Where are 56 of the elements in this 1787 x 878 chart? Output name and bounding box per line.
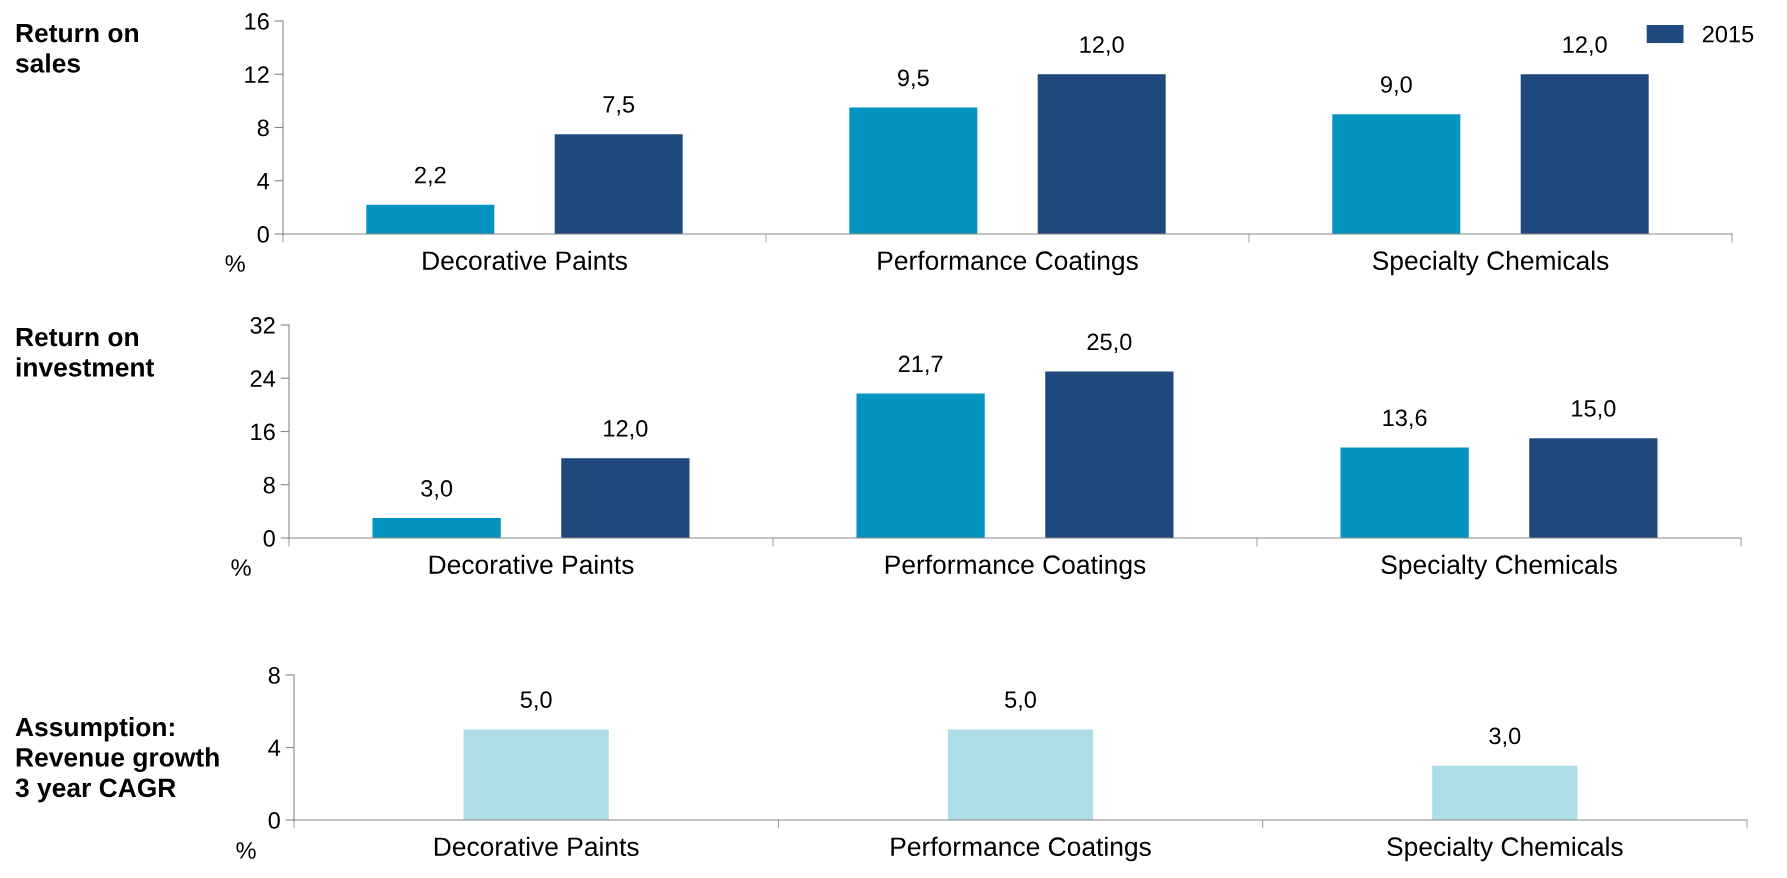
y-tick-label: 0 (268, 812, 280, 829)
x-tick-label: Specialty Chemicals (1372, 250, 1609, 276)
y-tick-label: 24 (250, 370, 276, 387)
y-tick-label: 4 (257, 173, 270, 190)
y-tick-label: 0 (263, 530, 275, 547)
data-label: 21,7 (898, 355, 943, 376)
data-label: 12,0 (604, 420, 648, 440)
x-tick-label: Decorative Paints (423, 250, 627, 271)
data-label: 5,0 (1005, 691, 1036, 711)
y-tick-label: 4 (268, 739, 281, 757)
text: Return on sales (15, 23, 138, 73)
x-tick-label: Decorative Paints (429, 554, 634, 575)
data-label: 12,0 (1563, 36, 1607, 56)
bar (561, 458, 690, 538)
data-label: 5,0 (520, 691, 552, 711)
bar (1520, 74, 1649, 234)
data-label: 2,2 (415, 166, 446, 187)
x-tick-label: Specialty Chemicals (1387, 836, 1623, 862)
y-tick-label: 16 (245, 13, 269, 30)
legend-label: 2015 (1702, 25, 1754, 43)
y-axis-title: % (231, 559, 251, 576)
bar (554, 134, 683, 234)
data-label: 15,0 (1572, 400, 1616, 420)
bar (1045, 371, 1174, 538)
y-tick-label: 8 (263, 476, 275, 494)
data-label: 13,6 (1383, 409, 1427, 429)
data-label: 9,5 (898, 69, 929, 89)
bar (1037, 74, 1166, 234)
y-axis-title: % (236, 842, 256, 859)
bar (856, 393, 985, 538)
x-tick-label: Performance Coatings (891, 836, 1151, 862)
y-tick-label: 8 (257, 119, 269, 137)
data-label: 3,0 (1489, 727, 1521, 748)
y-tick-label: 12 (245, 66, 269, 83)
bar (849, 107, 978, 234)
y-tick-label: 0 (257, 226, 269, 243)
bar (366, 204, 495, 234)
y-tick-label: 8 (268, 667, 280, 684)
y-tick-label: 16 (251, 423, 275, 441)
bar (1529, 438, 1658, 538)
data-label: 25,0 (1087, 333, 1132, 354)
data-label: 12,0 (1080, 36, 1124, 56)
data-label: 9,0 (1381, 76, 1412, 96)
x-tick-label: Specialty Chemicals (1381, 554, 1617, 580)
bar (1340, 447, 1469, 538)
y-axis-title: % (225, 255, 245, 272)
y-tick-label: 32 (250, 317, 275, 334)
bar (1332, 114, 1461, 234)
x-tick-label: Performance Coatings (885, 554, 1146, 580)
text: Assumption: Revenue growth 3 year CAGR (15, 717, 219, 803)
data-label: 3,0 (421, 479, 453, 500)
bar (372, 518, 501, 538)
x-tick-label: Decorative Paints (434, 836, 639, 857)
data-label: 7,5 (603, 96, 635, 116)
x-tick-label: Performance Coatings (878, 250, 1138, 276)
text: Return on investment (16, 327, 154, 377)
